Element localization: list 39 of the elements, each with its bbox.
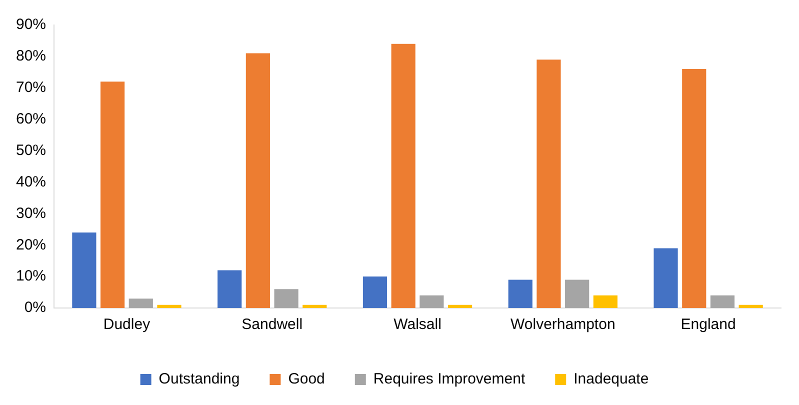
bar bbox=[682, 69, 706, 308]
x-tick-label: Dudley bbox=[103, 316, 151, 334]
bar bbox=[536, 60, 561, 308]
x-tick-label: Walsall bbox=[394, 316, 442, 334]
bar bbox=[420, 295, 444, 308]
bar bbox=[448, 304, 472, 308]
bar bbox=[128, 298, 153, 308]
y-tick-label: 80% bbox=[16, 48, 46, 65]
y-tick-label: 90% bbox=[16, 16, 46, 34]
bar bbox=[738, 304, 763, 308]
bar bbox=[508, 280, 532, 308]
y-tick-label: 70% bbox=[16, 79, 46, 96]
bar bbox=[565, 280, 590, 308]
bar bbox=[100, 82, 125, 308]
y-tick-label: 60% bbox=[16, 110, 46, 128]
bar bbox=[246, 53, 270, 308]
legend-label: Outstanding bbox=[158, 370, 240, 388]
x-tick-label: Sandwell bbox=[242, 316, 303, 334]
bar bbox=[302, 304, 327, 308]
bar bbox=[72, 232, 96, 308]
x-tick-label: England bbox=[680, 316, 736, 334]
y-tick-label: 10% bbox=[16, 268, 46, 285]
y-tick-label: 30% bbox=[16, 204, 46, 222]
bar bbox=[710, 295, 735, 308]
bar bbox=[218, 270, 242, 308]
x-tick-label: Wolverhampton bbox=[510, 316, 616, 334]
y-tick-label: 0% bbox=[24, 299, 46, 316]
bar bbox=[274, 289, 298, 308]
bar bbox=[157, 304, 182, 308]
y-tick-label: 20% bbox=[16, 236, 46, 254]
bar bbox=[391, 44, 416, 308]
bar bbox=[654, 248, 678, 308]
legend-label: Inadequate bbox=[574, 370, 649, 388]
y-tick-label: 40% bbox=[16, 173, 46, 190]
y-tick-label: 50% bbox=[16, 142, 46, 159]
bar bbox=[362, 276, 388, 308]
bar bbox=[593, 295, 618, 308]
legend-label: Good bbox=[288, 370, 325, 388]
legend-label: Requires Improvement bbox=[373, 370, 526, 388]
